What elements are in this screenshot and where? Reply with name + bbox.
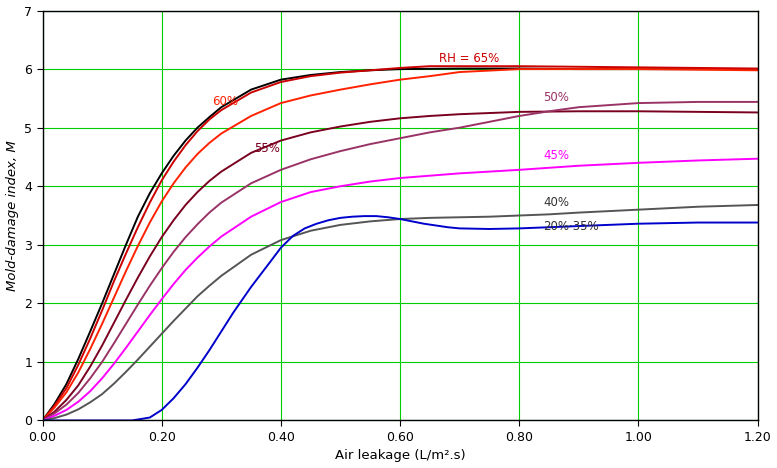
Text: 45%: 45% [543, 149, 569, 162]
Text: 60%: 60% [212, 95, 239, 108]
Text: RH = 65%: RH = 65% [439, 52, 499, 65]
Text: 40%: 40% [543, 196, 569, 209]
Text: 50%: 50% [543, 91, 569, 104]
X-axis label: Air leakage (L/m².s): Air leakage (L/m².s) [335, 449, 465, 462]
Y-axis label: Mold-damage index, M: Mold-damage index, M [5, 140, 19, 291]
Text: 55%: 55% [254, 142, 280, 154]
Text: 20%·35%: 20%·35% [543, 219, 599, 233]
